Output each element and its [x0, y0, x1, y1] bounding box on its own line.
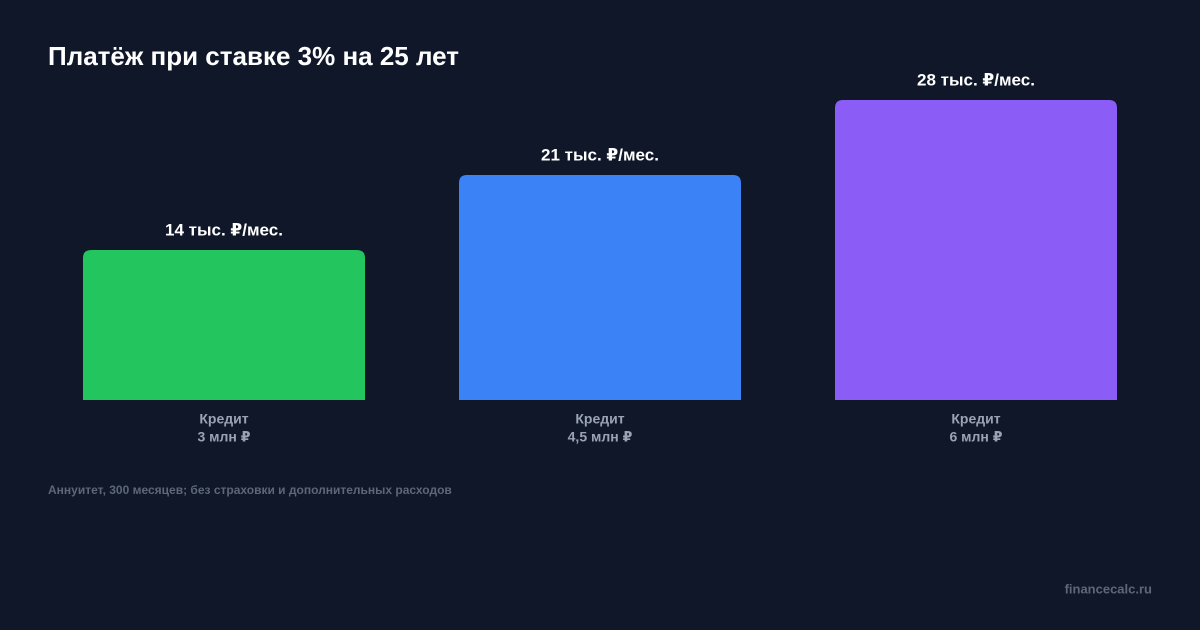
x-tick-label: Кредит	[575, 411, 624, 427]
note: Аннуитет, 300 месяцев; без страховки и д…	[48, 483, 452, 497]
bar	[835, 100, 1117, 400]
x-tick-label: 4,5 млн ₽	[568, 429, 633, 445]
value-label: 28 тыс. ₽/мес.	[917, 70, 1035, 89]
source: financecalc.ru	[1065, 581, 1152, 596]
value-label: 21 тыс. ₽/мес.	[541, 145, 659, 164]
x-tick-label: 6 млн ₽	[949, 429, 1002, 445]
value-label: 14 тыс. ₽/мес.	[165, 220, 283, 239]
x-tick-label: 3 млн ₽	[197, 429, 250, 445]
x-tick-label: Кредит	[199, 411, 248, 427]
bar	[83, 250, 365, 400]
bar	[459, 175, 741, 400]
x-tick-label: Кредит	[951, 411, 1000, 427]
chart-title: Платёж при ставке 3% на 25 лет	[48, 41, 459, 71]
